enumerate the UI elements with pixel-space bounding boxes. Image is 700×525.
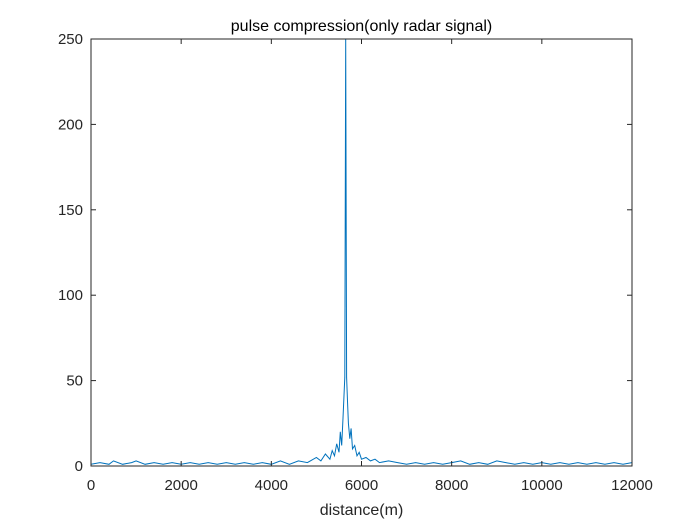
x-tick-label: 6000 xyxy=(345,477,378,494)
y-tick-label: 250 xyxy=(58,31,83,48)
x-tick-label: 8000 xyxy=(435,477,468,494)
y-tick-label: 0 xyxy=(75,458,83,475)
x-tick-label: 10000 xyxy=(521,477,563,494)
series-line-0 xyxy=(90,38,633,465)
y-tick-label: 200 xyxy=(58,116,83,133)
x-tick-label: 12000 xyxy=(611,477,653,494)
series-layer xyxy=(90,38,633,465)
x-tick-label: 0 xyxy=(87,477,95,494)
y-tick-label: 100 xyxy=(58,287,83,304)
x-tick-label: 4000 xyxy=(255,477,288,494)
x-tick-label: 2000 xyxy=(164,477,197,494)
x-axis-label: distance(m) xyxy=(320,502,404,519)
y-tick-layer: 0 50 100 150 200 250 xyxy=(58,31,632,475)
plot-area xyxy=(91,39,632,466)
y-tick-label: 150 xyxy=(58,202,83,219)
chart-title: pulse compression(only radar signal) xyxy=(231,18,492,35)
x-tick-layer: 0 2000 4000 6000 8000 10000 12000 xyxy=(87,39,653,494)
y-tick-label: 50 xyxy=(66,373,83,390)
